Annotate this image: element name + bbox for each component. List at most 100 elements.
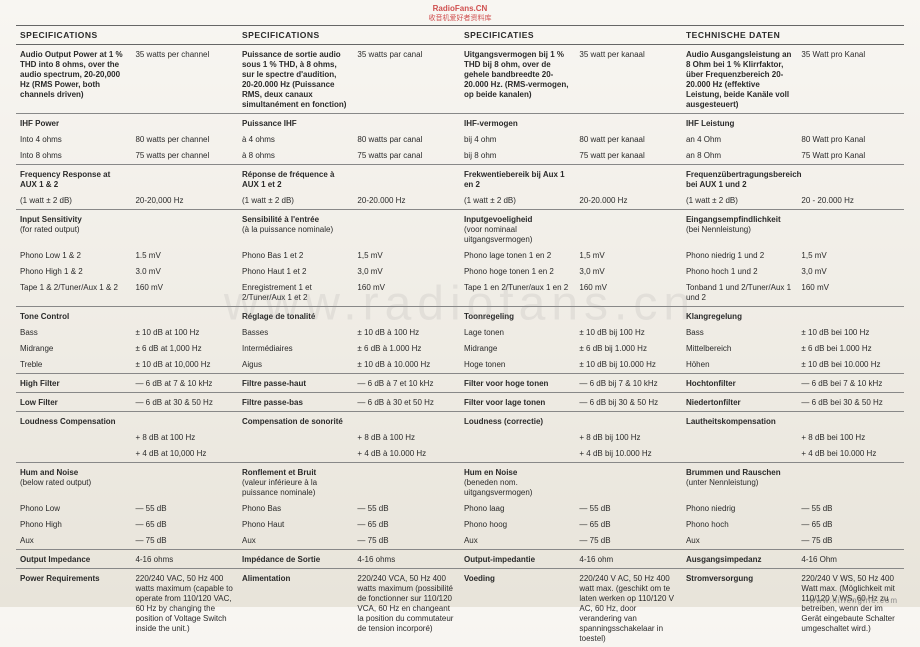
spec-value: 35 watts per channel [131, 45, 238, 114]
spec-sublabel [16, 430, 131, 446]
header-row: SPECIFICATIONS SPECIFICATIONS SPECIFICAT… [16, 26, 904, 45]
spec-label-note: (unter Nennleistung) [686, 478, 793, 488]
spec-value [353, 210, 460, 249]
spec-sublabel: Into 4 ohms [16, 132, 131, 148]
spec-sublabel: Treble [16, 357, 131, 374]
spec-sublabel: Tape 1 & 2/Tuner/Aux 1 & 2 [16, 280, 131, 307]
spec-subvalue: 3,0 mV [797, 264, 904, 280]
spec-label: Puissance IHF [238, 114, 353, 133]
spec-label: Low Filter [16, 393, 131, 412]
spec-label-text: Frequenzübertragungsbereich bei AUX 1 un… [686, 170, 793, 190]
spec-sublabel: Aux [238, 533, 353, 550]
spec-label: Output-impedantie [460, 550, 575, 569]
spec-value: — 6 dB bij 30 & 50 Hz [575, 393, 682, 412]
spec-subvalue: 75 watt per kanaal [575, 148, 682, 165]
spec-label-text: Audio Output Power at 1 % THD into 8 ohm… [20, 50, 127, 100]
spec-sublabel: Aux [16, 533, 131, 550]
spec-label-text: Filter voor lage tonen [464, 398, 571, 408]
spec-label-text: Inputgevoeligheid [464, 215, 571, 225]
spec-subrow: (1 watt ± 2 dB)20-20,000 Hz(1 watt ± 2 d… [16, 193, 904, 210]
spec-subrow: Midrange± 6 dB at 1,000 HzIntermédiaires… [16, 341, 904, 357]
spec-label: Toonregeling [460, 307, 575, 326]
spec-sublabel: Into 8 ohms [16, 148, 131, 165]
spec-label: Hum en Noise(beneden nom. uitgangsvermog… [460, 463, 575, 502]
spec-value [797, 463, 904, 502]
spec-sublabel: Phono Bas 1 et 2 [238, 248, 353, 264]
spec-table: SPECIFICATIONS SPECIFICATIONS SPECIFICAT… [16, 25, 904, 647]
spec-subrow: Bass± 10 dB at 100 HzBasses± 10 dB à 100… [16, 325, 904, 341]
spec-label: Puissance de sortie audio sous 1 % THD, … [238, 45, 353, 114]
spec-subvalue: — 55 dB [797, 501, 904, 517]
source-header: RadioFans.CN 收音机爱好者资料库 [0, 0, 920, 25]
spec-subvalue: + 8 dB bij 100 Hz [575, 430, 682, 446]
spec-subvalue: 3.0 mV [131, 264, 238, 280]
spec-sublabel: Basses [238, 325, 353, 341]
spec-label-text: Niedertonfilter [686, 398, 793, 408]
spec-sublabel: Phono Haut [238, 517, 353, 533]
spec-sublabel: Phono laag [460, 501, 575, 517]
spec-label: Audio Output Power at 1 % THD into 8 ohm… [16, 45, 131, 114]
spec-subvalue: — 55 dB [131, 501, 238, 517]
spec-label: Compensation de sonorité [238, 412, 353, 431]
spec-value: — 6 dB bij 7 & 10 kHz [575, 374, 682, 393]
spec-value [353, 307, 460, 326]
spec-subvalue: 80 Watt pro Kanal [797, 132, 904, 148]
spec-sublabel: Mittelbereich [682, 341, 797, 357]
spec-sublabel [682, 430, 797, 446]
spec-value: — 6 dB à 7 et 10 kHz [353, 374, 460, 393]
spec-sublabel: Lage tonen [460, 325, 575, 341]
spec-row: Hum and Noise(below rated output)Ronflem… [16, 463, 904, 502]
spec-subvalue: ± 6 dB bei 1.000 Hz [797, 341, 904, 357]
spec-sublabel: Midrange [460, 341, 575, 357]
spec-sublabel: bij 8 ohm [460, 148, 575, 165]
spec-label: Ausgangsimpedanz [682, 550, 797, 569]
spec-sublabel: Tonband 1 und 2/Tuner/Aux 1 und 2 [682, 280, 797, 307]
spec-label-text: Hochtonfilter [686, 379, 793, 389]
spec-label-text: High Filter [20, 379, 127, 389]
spec-sublabel: (1 watt ± 2 dB) [238, 193, 353, 210]
spec-sublabel [682, 446, 797, 463]
spec-label: Loudness (correctie) [460, 412, 575, 431]
spec-sublabel: Phono lage tonen 1 en 2 [460, 248, 575, 264]
spec-label-text: Toonregeling [464, 312, 571, 322]
spec-value [797, 165, 904, 194]
col-header-nl: SPECIFICATIES [460, 26, 682, 45]
spec-subvalue: ± 10 dB at 100 Hz [131, 325, 238, 341]
spec-label-text: Ronflement et Bruit [242, 468, 349, 478]
spec-subvalue: 80 watt per kanaal [575, 132, 682, 148]
spec-label-text: Voeding [464, 574, 571, 584]
spec-label-text: Frekwentiebereik bij Aux 1 en 2 [464, 170, 571, 190]
spec-value: 35 watts par canal [353, 45, 460, 114]
spec-subrow: Phono High 1 & 23.0 mVPhono Haut 1 et 23… [16, 264, 904, 280]
spec-label-note: (à la puissance nominale) [242, 225, 349, 235]
spec-label: Impédance de Sortie [238, 550, 353, 569]
spec-sublabel: Hoge tonen [460, 357, 575, 374]
spec-label: Frekwentiebereik bij Aux 1 en 2 [460, 165, 575, 194]
spec-subrow: Aux— 75 dBAux— 75 dBAux— 75 dBAux— 75 dB [16, 533, 904, 550]
spec-label-text: Compensation de sonorité [242, 417, 349, 427]
spec-row: High Filter— 6 dB at 7 & 10 kHzFiltre pa… [16, 374, 904, 393]
spec-label-note: (bei Nennleistung) [686, 225, 793, 235]
spec-label-text: Eingangsempfindlichkeit [686, 215, 793, 225]
spec-label-text: Hum en Noise [464, 468, 571, 478]
spec-subvalue: 80 watts per channel [131, 132, 238, 148]
spec-value [575, 165, 682, 194]
spec-subvalue: ± 6 dB bij 1.000 Hz [575, 341, 682, 357]
spec-label: Inputgevoeligheid(voor nominaal uitgangs… [460, 210, 575, 249]
spec-label-text: Puissance de sortie audio sous 1 % THD, … [242, 50, 349, 110]
spec-subrow: Treble± 10 dB at 10,000 HzAigus± 10 dB à… [16, 357, 904, 374]
spec-sublabel: an 4 Ohm [682, 132, 797, 148]
spec-label: Frequency Response at AUX 1 & 2 [16, 165, 131, 194]
spec-subvalue: ± 10 dB à 10.000 Hz [353, 357, 460, 374]
source-header-line1: RadioFans.CN [0, 4, 920, 13]
spec-value [797, 210, 904, 249]
spec-label-text: IHF-vermogen [464, 119, 571, 129]
spec-value [353, 114, 460, 133]
spec-sublabel: bij 4 ohm [460, 132, 575, 148]
spec-label: IHF Power [16, 114, 131, 133]
spec-label: Filtre passe-haut [238, 374, 353, 393]
spec-sublabel: (1 watt ± 2 dB) [682, 193, 797, 210]
spec-value [353, 463, 460, 502]
spec-label: Eingangsempfindlichkeit(bei Nennleistung… [682, 210, 797, 249]
spec-label: Loudness Compensation [16, 412, 131, 431]
